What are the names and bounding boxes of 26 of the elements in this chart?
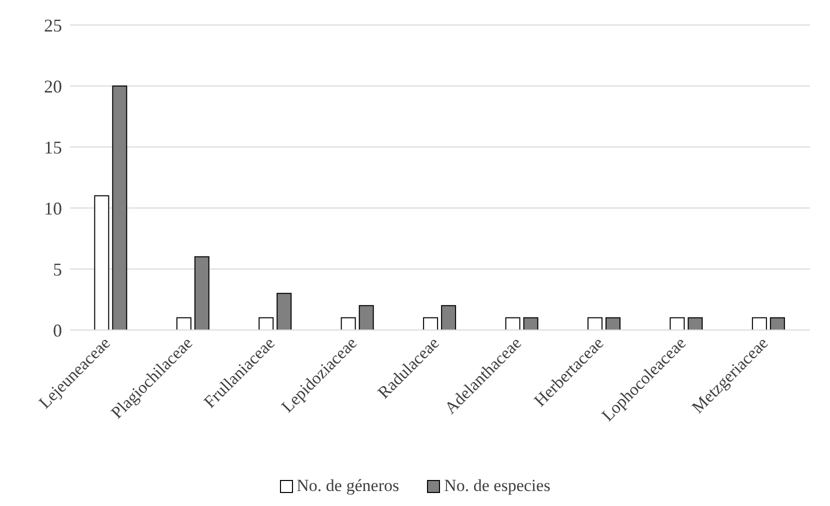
y-tick-label: 25 bbox=[44, 15, 62, 36]
bar bbox=[276, 292, 292, 330]
bar bbox=[258, 317, 274, 330]
y-tick-label: 10 bbox=[44, 198, 62, 218]
bar bbox=[441, 305, 456, 330]
bar bbox=[176, 317, 192, 330]
legend-label: No. de géneros bbox=[296, 476, 400, 496]
bar bbox=[523, 317, 538, 330]
bar bbox=[606, 317, 620, 330]
bar bbox=[112, 86, 128, 330]
legend-label: No. de especies bbox=[443, 476, 550, 496]
y-tick-label: 0 bbox=[53, 320, 62, 340]
y-tick-label: 5 bbox=[53, 259, 62, 280]
y-tick-label: 20 bbox=[44, 76, 62, 96]
bar bbox=[670, 317, 685, 330]
bar bbox=[340, 317, 356, 330]
bar bbox=[505, 317, 520, 330]
bar bbox=[688, 317, 703, 330]
bar bbox=[770, 317, 785, 330]
bar bbox=[94, 195, 110, 330]
bar bbox=[194, 256, 210, 330]
bar bbox=[423, 317, 438, 330]
bar bbox=[358, 305, 374, 330]
bar bbox=[588, 317, 602, 330]
bar bbox=[752, 317, 767, 330]
y-tick-label: 15 bbox=[44, 137, 62, 158]
